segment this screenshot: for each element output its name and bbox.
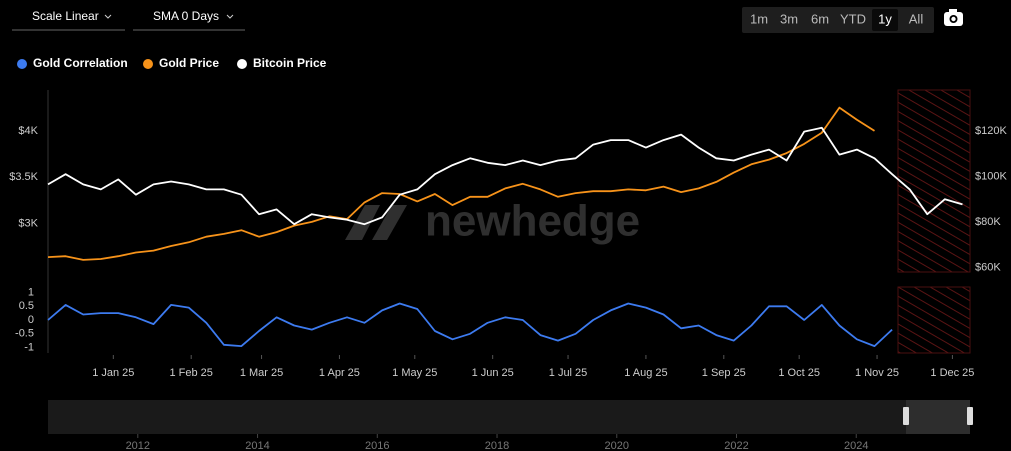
range-button[interactable] bbox=[838, 9, 868, 31]
legend-label: Gold Correlation bbox=[33, 56, 128, 70]
range-label: All bbox=[909, 11, 924, 26]
y-tick-label: $3.5K bbox=[9, 171, 38, 183]
x-tick-label: 2014 bbox=[245, 440, 269, 451]
y2-tick-label: $80K bbox=[975, 216, 1001, 228]
x-tick-label: 1 May 25 bbox=[392, 367, 437, 379]
navigator-handle[interactable] bbox=[903, 407, 909, 425]
range-button[interactable] bbox=[776, 9, 802, 31]
camera-button[interactable] bbox=[944, 9, 963, 26]
legend-label: Gold Price bbox=[159, 56, 219, 70]
series-line bbox=[47, 106, 875, 261]
navigator-selection[interactable] bbox=[906, 400, 970, 434]
legend-marker bbox=[143, 59, 153, 69]
range-label: 1m bbox=[750, 11, 768, 26]
watermark-text: newhedge bbox=[425, 197, 640, 246]
range-label: YTD bbox=[840, 11, 866, 26]
scale-dropdown[interactable]: Scale Linear bbox=[12, 9, 125, 31]
x-tick-label: 2016 bbox=[365, 440, 389, 451]
dropdown-arrow bbox=[104, 14, 112, 19]
x-tick-label: 1 Nov 25 bbox=[855, 367, 899, 379]
x-tick-label: 1 Jan 25 bbox=[92, 367, 134, 379]
dropdown-arrow bbox=[226, 14, 234, 19]
range-button[interactable] bbox=[748, 9, 770, 31]
navigator-handle[interactable] bbox=[967, 407, 973, 425]
range-label: 3m bbox=[780, 11, 798, 26]
navigator-band bbox=[48, 400, 970, 434]
camera-top bbox=[949, 9, 957, 13]
y-tick-label: $4K bbox=[18, 125, 38, 137]
range-label: 1y bbox=[878, 11, 892, 26]
y2-tick-label: $100K bbox=[975, 170, 1007, 182]
x-tick-label: 2022 bbox=[724, 440, 748, 451]
x-tick-label: 2012 bbox=[126, 440, 150, 451]
series-line bbox=[47, 126, 963, 226]
x-tick-label: 1 Jul 25 bbox=[549, 367, 588, 379]
camera-lens-inner bbox=[951, 16, 956, 22]
x-tick-label: 1 Dec 25 bbox=[930, 367, 974, 379]
y-tick-label: $3K bbox=[18, 218, 38, 230]
x-tick-label: 2018 bbox=[485, 440, 509, 451]
scale-label: Scale Linear bbox=[32, 9, 99, 23]
sma-dropdown[interactable]: SMA 0 Days bbox=[133, 9, 245, 31]
y-tick-label: 0.5 bbox=[19, 300, 34, 312]
x-tick-label: 1 Feb 25 bbox=[169, 367, 212, 379]
range-label: 6m bbox=[811, 11, 829, 26]
x-tick-label: 1 Jun 25 bbox=[472, 367, 514, 379]
legend-label: Bitcoin Price bbox=[253, 56, 327, 70]
x-tick-label: 1 Apr 25 bbox=[319, 367, 360, 379]
legend-marker bbox=[17, 59, 27, 69]
x-tick-label: 2024 bbox=[844, 440, 868, 451]
sma-label: SMA 0 Days bbox=[153, 9, 219, 23]
y2-tick-label: $60K bbox=[975, 261, 1001, 273]
y2-tick-label: $120K bbox=[975, 125, 1007, 137]
legend-marker bbox=[237, 59, 247, 69]
y-tick-label: 0 bbox=[28, 314, 34, 326]
watermark-logo bbox=[345, 205, 407, 240]
y-tick-label: 1 bbox=[28, 286, 34, 298]
x-tick-label: 1 Oct 25 bbox=[778, 367, 820, 379]
hatched-region bbox=[897, 286, 971, 354]
y-tick-label: -1 bbox=[24, 341, 34, 353]
hatched-region bbox=[897, 89, 971, 273]
x-tick-label: 2020 bbox=[605, 440, 629, 451]
range-button[interactable] bbox=[902, 9, 930, 31]
x-tick-label: 1 Sep 25 bbox=[702, 367, 746, 379]
range-button[interactable] bbox=[872, 9, 898, 31]
x-tick-label: 1 Aug 25 bbox=[624, 367, 667, 379]
range-button[interactable] bbox=[808, 9, 832, 31]
x-tick-label: 1 Mar 25 bbox=[240, 367, 283, 379]
watermark: newhedge bbox=[345, 197, 640, 246]
series-line bbox=[47, 302, 893, 347]
y-tick-label: -0.5 bbox=[15, 328, 34, 340]
